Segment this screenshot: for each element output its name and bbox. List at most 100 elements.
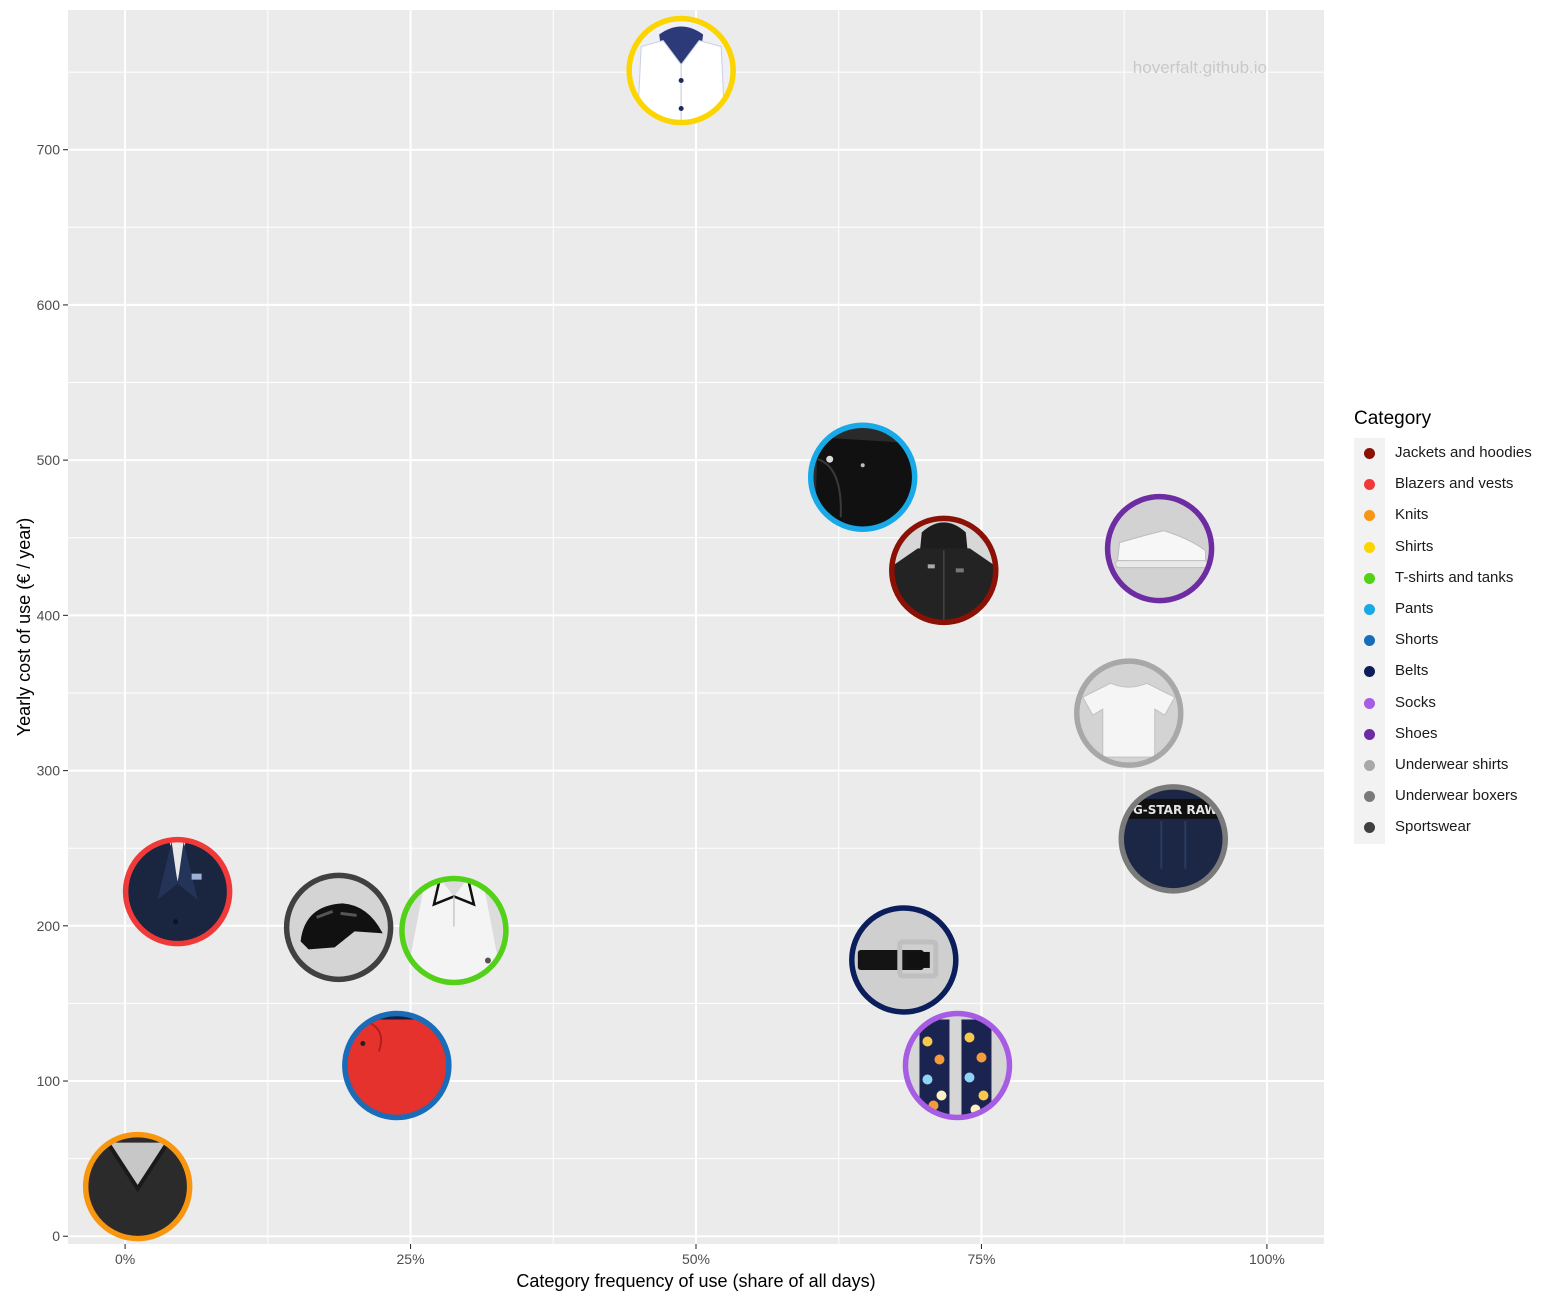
legend-label: T-shirts and tanks [1395,568,1514,586]
y-tick-label: 400 [37,607,61,623]
major-gridlines [68,10,1324,1244]
legend-label: Jackets and hoodies [1395,444,1532,461]
blazer-icon [125,839,230,944]
y-tick-label: 700 [37,142,61,158]
dress-shirt-icon [629,18,734,123]
legend-item: Shirts [1354,532,1554,563]
data-point [889,515,999,626]
legend-item: Shorts [1354,625,1554,656]
x-tick-label: 25% [397,1251,425,1267]
legend-swatch [1364,759,1375,771]
legend-label: Sportswear [1395,818,1471,836]
point-ring [1118,784,1229,894]
legend-item: Pants [1354,594,1554,625]
legend-item: Socks [1354,688,1554,719]
legend-swatch [1364,791,1375,803]
shorts-icon [344,1013,449,1118]
legend-entries: Jackets and hoodies Blazers and vests Knit… [1354,438,1554,843]
belt-icon [851,907,956,1012]
legend-label: Shoes [1395,724,1438,742]
data-point [1073,658,1184,768]
legend-swatch [1364,541,1375,553]
pants-icon [810,425,915,530]
legend-item: Underwear shirts [1354,750,1554,781]
data-point [342,1010,452,1121]
boxers-icon: G-STAR RAW [1121,786,1226,891]
legend-label: Knits [1395,506,1429,524]
data-point [849,905,959,1015]
legend-label: Underwear shirts [1395,755,1509,773]
data-point: G-STAR RAW [1118,784,1229,894]
point-ring [399,875,509,986]
legend-label: Belts [1395,662,1429,680]
legend-label: Socks [1395,693,1436,711]
point-ring [283,872,394,983]
x-tick-label: 75% [967,1251,995,1267]
data-point [82,1131,193,1242]
point-ring [889,515,999,626]
hooded-jacket-icon [891,518,996,623]
legend-item: Blazers and vests [1354,469,1554,500]
legend-item: Jackets and hoodies [1354,438,1554,469]
legend-item: Underwear boxers [1354,781,1554,812]
data-point [902,1010,1013,1121]
legend-item: Belts [1354,656,1554,687]
socks-icon [905,1013,1010,1118]
y-axis: 0 100 200 300 400 500 600 700 [37,142,68,1244]
y-tick-label: 500 [37,452,61,468]
legend-swatch [1364,479,1375,491]
legend-item: T-shirts and tanks [1354,563,1554,594]
x-tick-label: 100% [1249,1251,1285,1267]
x-axis: 0% 25% 50% 75% 100% [115,1244,1285,1267]
legend-swatch [1364,448,1375,459]
y-tick-label: 600 [37,297,61,313]
watermark-text: hoverfalt.github.io [1133,58,1267,77]
legend-label: Pants [1395,599,1434,617]
y-tick-label: 0 [52,1228,60,1244]
x-tick-label: 50% [682,1251,710,1267]
x-axis-title: Category frequency of use (share of all … [516,1271,875,1291]
data-point [399,875,509,986]
legend-swatch [1364,728,1375,740]
sneaker-icon [1107,496,1212,601]
y-tick-label: 200 [37,918,61,934]
data-point [807,422,918,532]
legend-label: Underwear boxers [1395,787,1518,805]
data-point [626,15,736,126]
legend-swatch [1364,697,1375,709]
data-points: G-STAR RAW [82,15,1229,1242]
point-ring [902,1010,1013,1121]
point-ring [1104,493,1215,604]
legend-swatch [1364,635,1375,647]
legend-swatch [1364,572,1375,584]
legend-swatch [1364,510,1375,522]
y-axis-title: Yearly cost of use (€ / year) [14,518,34,736]
point-ring [849,905,959,1015]
point-ring [1073,658,1184,768]
t-shirt-icon [1076,661,1181,766]
legend-item: Knits [1354,500,1554,531]
point-ring [807,422,918,532]
legend-swatch [1364,666,1375,678]
legend-swatch [1364,822,1375,834]
svg-text:G-STAR RAW: G-STAR RAW [1133,803,1218,817]
polo-shirt-icon [401,878,506,983]
legend-label: Blazers and vests [1395,475,1514,493]
y-tick-label: 300 [37,763,61,779]
bike-helmet-icon [286,875,391,980]
legend-item: Sportswear [1354,812,1554,843]
point-ring [82,1131,193,1242]
point-ring [626,15,736,126]
legend: Category Jackets and hoodies Blazers and … [1354,406,1532,844]
point-ring [342,1010,452,1121]
legend-item: Shoes [1354,719,1554,750]
y-tick-label: 100 [37,1073,61,1089]
point-ring [122,836,233,947]
data-point [122,836,233,947]
x-tick-label: 0% [115,1251,135,1267]
data-point [1104,493,1215,604]
legend-label: Shirts [1395,537,1434,555]
legend-swatch [1364,603,1375,615]
knit-sweater-icon [85,1134,190,1239]
